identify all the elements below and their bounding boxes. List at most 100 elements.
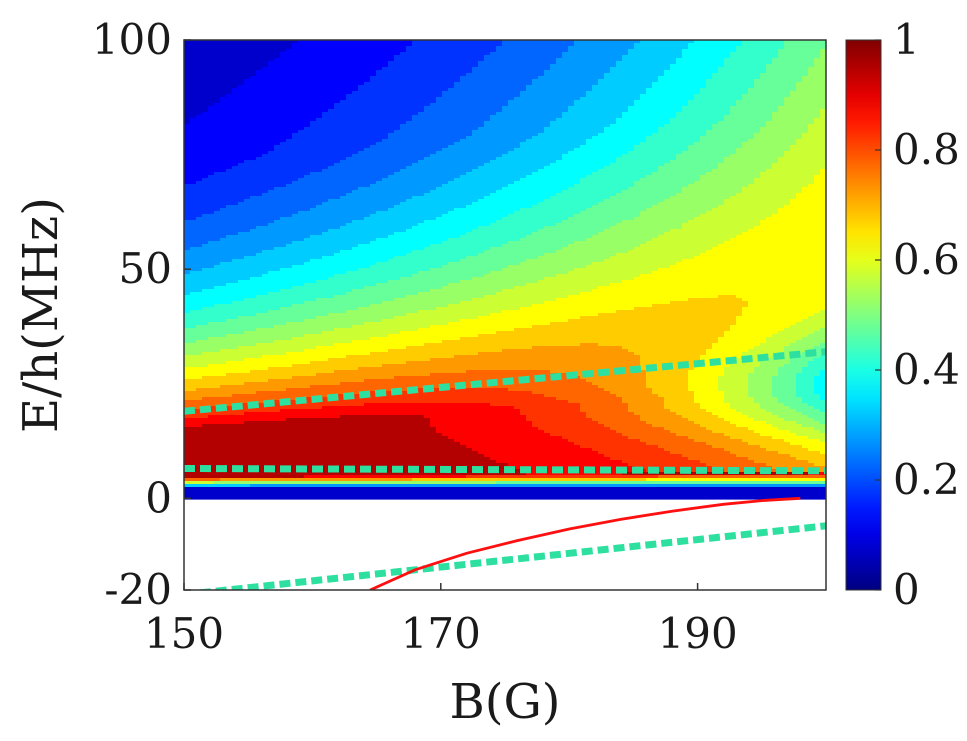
contour-cell — [718, 337, 767, 341]
contour-cell — [292, 133, 389, 137]
contour-cell — [802, 319, 826, 323]
contour-cell — [622, 220, 689, 224]
contour-cell — [724, 202, 791, 206]
contour-cell — [508, 151, 569, 155]
contour-cell — [334, 103, 431, 107]
contour-cell — [634, 103, 689, 107]
contour-cell — [442, 265, 509, 269]
contour-cell — [712, 76, 761, 80]
contour-cell — [184, 289, 203, 293]
contour-cell — [802, 133, 826, 137]
contour-cell — [772, 394, 797, 398]
contour-cell — [814, 418, 826, 422]
contour-cell — [802, 370, 821, 374]
contour-cell — [766, 67, 809, 71]
contour-cell — [184, 205, 227, 209]
contour-cell — [724, 160, 779, 164]
contour-cell — [766, 124, 809, 128]
contour-cell — [532, 232, 599, 236]
contour-cell — [232, 301, 305, 305]
contour-cell — [628, 151, 683, 155]
contour-cell — [184, 202, 239, 206]
contour-cell — [184, 178, 203, 182]
contour-cell — [346, 271, 419, 275]
contour-cell — [712, 445, 761, 449]
contour-cell — [754, 181, 815, 185]
contour-cell — [310, 121, 407, 125]
contour-cell — [730, 154, 785, 158]
contour-cell — [322, 331, 401, 335]
contour-cell — [556, 193, 617, 197]
contour-cell — [616, 193, 677, 197]
contour-cell — [730, 436, 773, 440]
contour-cell — [502, 268, 575, 272]
contour-cell — [538, 169, 599, 173]
contour-cell — [658, 169, 713, 173]
contour-cell — [664, 427, 707, 431]
contour-cell — [256, 157, 347, 161]
contour-cell — [634, 148, 689, 152]
contour-cell — [466, 172, 533, 176]
contour-cell — [238, 403, 365, 407]
contour-cell — [532, 391, 611, 395]
contour-cell — [580, 316, 737, 320]
contour-cell — [334, 163, 413, 167]
contour-cell — [778, 331, 815, 335]
contour-cell — [238, 346, 317, 350]
colorbar-tick-label: 0.2 — [893, 455, 960, 504]
contour-cell — [214, 481, 497, 485]
contour-cell — [478, 166, 545, 170]
contour-cell — [358, 151, 437, 155]
contour-cell — [256, 70, 377, 74]
contour-cell — [346, 310, 419, 314]
contour-cell — [622, 433, 677, 437]
contour-cell — [184, 262, 221, 266]
contour-cell — [748, 376, 773, 380]
contour-cell — [796, 388, 815, 392]
contour-cell — [772, 58, 815, 62]
contour-cell — [436, 427, 539, 431]
contour-cell — [784, 364, 809, 368]
contour-cell — [184, 139, 287, 143]
contour-cell — [748, 427, 779, 431]
contour-cell — [202, 289, 281, 293]
contour-cell — [604, 73, 665, 77]
contour-cell — [814, 313, 826, 317]
contour-cell — [820, 109, 826, 113]
contour-cell — [508, 100, 575, 104]
contour-cell — [814, 358, 826, 362]
contour-cell — [724, 370, 755, 374]
contour-cell — [574, 100, 635, 104]
contour-cell — [370, 214, 443, 218]
contour-cell — [700, 355, 743, 359]
contour-cell — [214, 286, 293, 290]
contour-cell — [706, 85, 755, 89]
contour-cell — [328, 109, 425, 113]
contour-cell — [670, 64, 725, 68]
contour-cell — [184, 109, 209, 113]
contour-cell — [184, 400, 269, 404]
contour-cell — [628, 436, 689, 440]
contour-cell — [184, 304, 215, 308]
contour-cell — [532, 79, 599, 83]
contour-cell — [436, 307, 521, 311]
contour-cell — [412, 388, 509, 392]
contour-cell — [292, 241, 371, 245]
contour-cell — [184, 310, 191, 314]
contour-cell — [736, 103, 785, 107]
contour-cell — [244, 382, 341, 386]
contour-cell — [664, 163, 719, 167]
contour-cell — [460, 301, 545, 305]
contour-cell — [184, 334, 227, 338]
contour-cell — [400, 331, 497, 335]
contour-cell — [208, 109, 329, 113]
contour-cell — [670, 160, 725, 164]
contour-cell — [796, 193, 826, 197]
contour-cell — [796, 85, 826, 89]
contour-cell — [448, 211, 515, 215]
contour-cell — [628, 250, 707, 254]
contour-cell — [184, 136, 293, 140]
contour-cell — [664, 448, 725, 452]
contour-cell — [718, 376, 749, 380]
contour-cell — [772, 118, 815, 122]
